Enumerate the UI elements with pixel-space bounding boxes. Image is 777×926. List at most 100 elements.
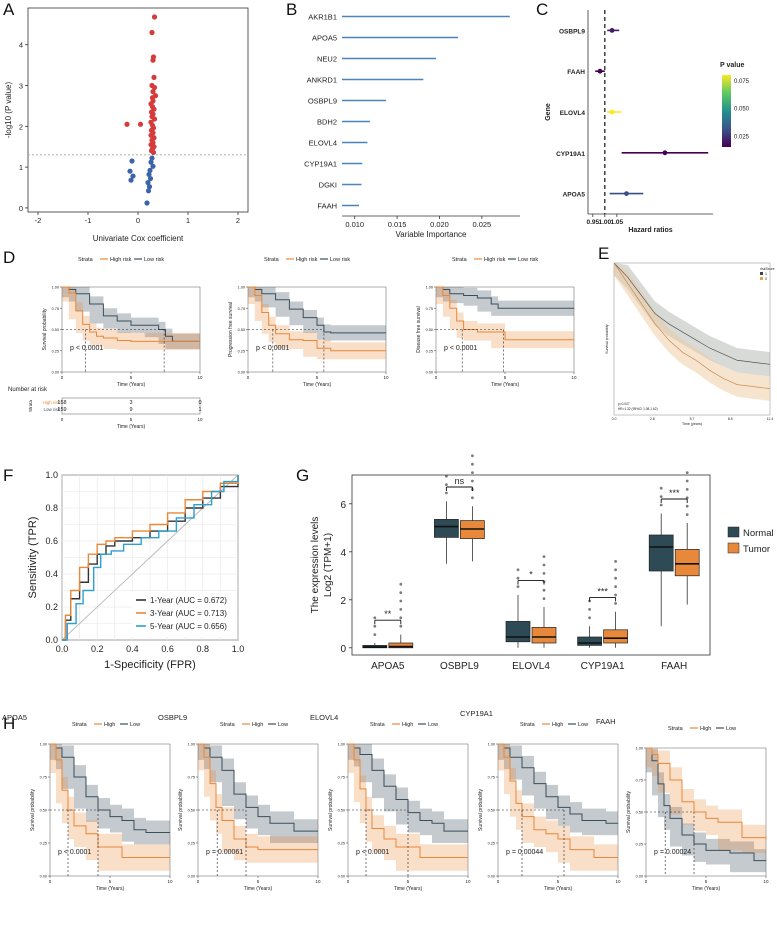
category-label: AKR1B1 — [308, 13, 337, 22]
legend-label-high: High — [700, 726, 711, 732]
y-tick-label: 0.00 — [426, 371, 433, 375]
x-tick-label: 0 — [136, 216, 140, 225]
category-label: ANKRD1 — [307, 76, 337, 85]
hr-point — [609, 28, 615, 33]
outlier-point — [399, 582, 403, 586]
x-tick-label: 0 — [61, 417, 64, 422]
y-axis-label: -log10 (P value) — [4, 82, 13, 139]
km-curve-high — [436, 286, 574, 341]
x-tick-label: 5 — [557, 879, 560, 884]
y-axis-label-units: Log2 (TPM+1) — [323, 533, 334, 597]
outlier-point — [516, 568, 520, 572]
legend-label: 0 — [765, 277, 767, 281]
x-tick-label: 0 — [247, 375, 250, 380]
gene-label: CYP19A1 — [556, 151, 585, 158]
data-point — [147, 175, 154, 182]
x-tick-label: 10 — [383, 375, 389, 380]
y-axis-label: Survival probability — [605, 324, 609, 354]
y-tick-label: 2 — [19, 122, 23, 131]
data-point — [147, 167, 153, 173]
data-point — [124, 121, 130, 127]
outlier-point — [685, 513, 689, 516]
ci-band-high — [248, 287, 386, 360]
x-axis-label: Time (Years) — [491, 382, 520, 388]
x-axis-label: Univariate Cox coefficient — [93, 234, 184, 243]
x-tick-label: 10 — [763, 879, 769, 884]
km-plot-d: p < 0.0001 0.00 0.25 0.50 0.75 1.00 0 5 10 Time (… — [228, 257, 389, 388]
legend-key — [760, 277, 763, 280]
legend-tick-label: 0.050 — [734, 107, 750, 113]
y-tick-label: 0.75 — [188, 776, 195, 780]
km-plot-h: p = 0.00024 0.00 0.25 0.50 0.75 1.00 0 5 10 Time … — [626, 726, 769, 892]
risk-table-title: Number at risk — [8, 387, 48, 393]
km-plot-d: p < 0.0001 0.00 0.25 0.50 0.75 1.00 0 5 10 Time (… — [416, 257, 577, 388]
outlier-point — [445, 491, 448, 495]
ci-band-high — [646, 748, 766, 853]
x-axis-label: 1-Specificity (FPR) — [104, 659, 196, 671]
y-tick-label: 0.00 — [52, 371, 59, 375]
data-point — [127, 168, 133, 174]
x-tick-label: 1.05 — [611, 219, 624, 226]
risk-strata-label: Strata — [28, 400, 33, 413]
plot-title: OSBPL9 — [158, 713, 187, 722]
significance-label: * — [529, 570, 533, 580]
y-tick-label: 0.50 — [52, 328, 59, 332]
km-curve-low — [50, 743, 170, 833]
x-tick-label: 0.0 — [612, 417, 617, 421]
risk-count: 159 — [57, 407, 66, 413]
y-tick-label: 0.50 — [188, 809, 195, 813]
p-value: p = 0.00061 — [206, 849, 243, 856]
km-plot-h: p < 0.0001 0.00 0.25 0.50 0.75 1.00 0 5 10 Time (… — [30, 722, 173, 892]
y-axis-label: Survival probability — [478, 789, 484, 831]
category-label: ELOVL4 — [309, 139, 337, 148]
hr-note: HR=1.32 (95%CI 1.08-1.62) — [618, 407, 658, 411]
risk-count: 1 — [198, 407, 201, 413]
ci-band-low — [50, 744, 170, 845]
gene-label: FAAH — [567, 69, 585, 76]
y-tick-label: 0.75 — [52, 307, 59, 311]
x-axis-label: Hazard ratios — [628, 227, 672, 234]
ci-band-upper — [614, 263, 770, 377]
y-tick-label: 1.0 — [45, 470, 58, 480]
y-axis-label: Survival probability — [626, 791, 632, 833]
ci-band-high — [50, 744, 170, 871]
x-tick-label: 10 — [167, 879, 173, 884]
y-tick-label: 0.75 — [426, 307, 433, 311]
y-tick-label: 0.25 — [426, 349, 433, 353]
significance-label: *** — [669, 488, 680, 498]
x-tick-label: 5 — [407, 879, 410, 884]
x-axis-label: Time (Years) — [394, 886, 423, 892]
category-label: FAAH — [661, 661, 687, 672]
outlier-point — [373, 616, 377, 620]
x-tick-label: 0 — [61, 375, 64, 380]
ci-band-low — [248, 287, 386, 341]
hr-point — [609, 109, 615, 115]
data-point — [149, 29, 155, 36]
data-point — [150, 163, 156, 169]
significance-label: ns — [455, 476, 465, 486]
km-curve-low — [248, 286, 386, 334]
legend-strata: Strata — [72, 722, 88, 728]
y-tick-label: 4 — [340, 548, 346, 559]
x-tick-label: 5 — [130, 375, 133, 380]
outlier-point — [399, 608, 403, 611]
x-axis-label: Time (Years) — [117, 424, 146, 430]
y-tick-label: 1 — [19, 163, 23, 172]
x-axis-label: Time (Years) — [96, 886, 125, 892]
x-tick-label: 5 — [316, 375, 319, 380]
legend-label-high: High — [104, 722, 115, 728]
box-normal — [648, 534, 674, 572]
category-label: OSBPL9 — [440, 661, 479, 672]
ci-band-low — [348, 744, 468, 843]
plot-title: ELOVL4 — [310, 713, 338, 722]
outlier-point — [471, 462, 474, 466]
gene-label: OSBPL9 — [559, 28, 585, 35]
box-tumor — [388, 642, 414, 649]
outlier-point — [659, 486, 663, 490]
km-curve-upper — [613, 262, 771, 365]
y-tick-label: 2 — [340, 596, 346, 607]
data-point — [150, 149, 157, 156]
legend-label-low: Low risk — [518, 257, 538, 263]
x-tick-label: 0.95 — [586, 219, 599, 226]
